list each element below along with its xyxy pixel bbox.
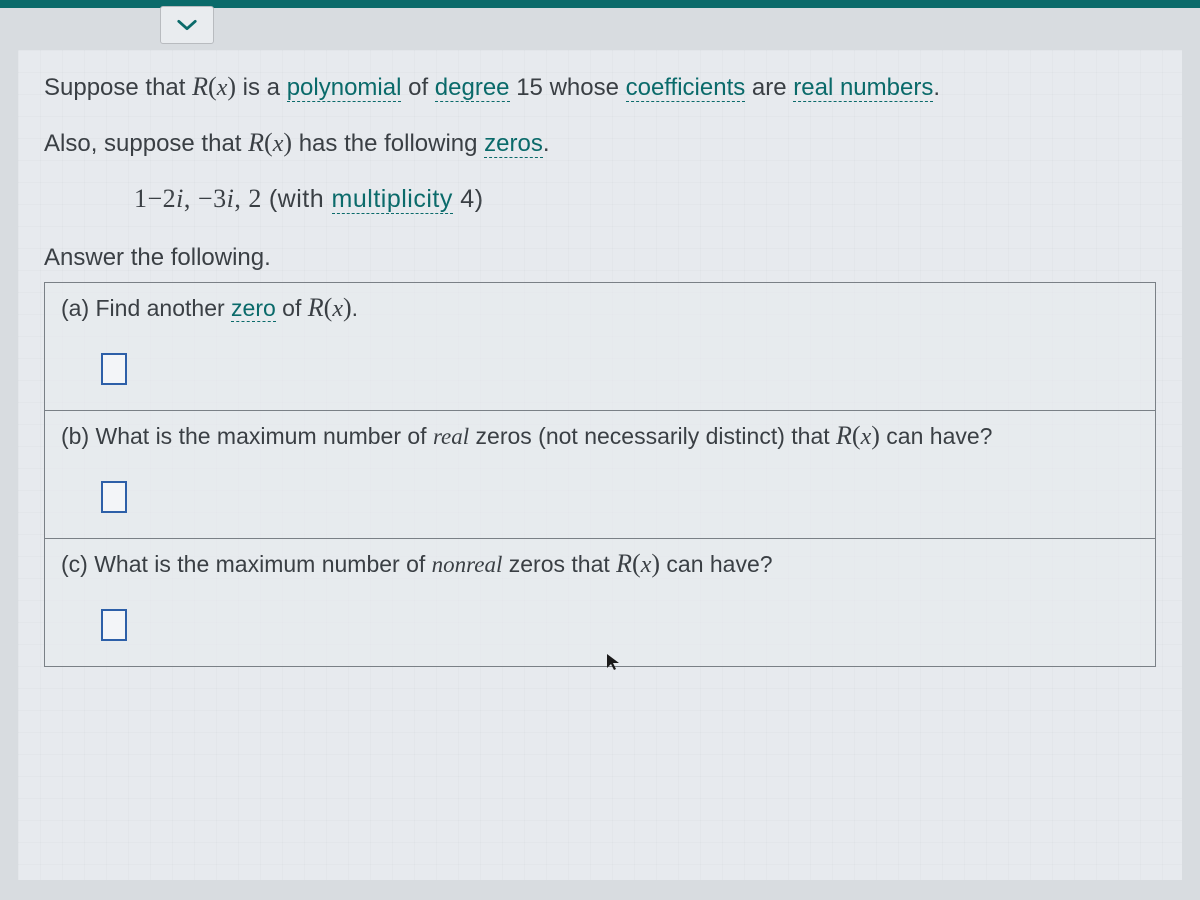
text: Also, suppose that	[44, 130, 248, 157]
variable: x	[861, 424, 872, 450]
answer-input-c[interactable]	[101, 609, 127, 641]
imaginary-unit: i	[176, 184, 184, 213]
text: Suppose that	[44, 74, 192, 101]
function-name: R	[616, 549, 632, 578]
question-c-text: (c) What is the maximum number of nonrea…	[61, 549, 1139, 579]
paren: (	[324, 293, 333, 322]
text: is a	[236, 74, 287, 101]
variable: x	[641, 552, 652, 578]
paren: )	[227, 72, 236, 101]
text: can have?	[660, 551, 773, 577]
zero-3: 2	[248, 184, 269, 213]
text: .	[933, 74, 940, 101]
text: of	[276, 295, 308, 321]
question-c: (c) What is the maximum number of nonrea…	[45, 539, 1155, 666]
italic-nonreal: nonreal	[432, 552, 503, 577]
function-name: R	[308, 293, 324, 322]
paren: (	[208, 72, 217, 101]
text: (b) What is the maximum number of	[61, 423, 433, 449]
qa-box: (a) Find another zero of R(x). (b) What …	[44, 282, 1156, 667]
answer-input-a[interactable]	[101, 353, 127, 385]
text: of	[401, 74, 434, 101]
text: zeros (not necessarily distinct) that	[469, 423, 836, 449]
text: 15 whose	[510, 74, 626, 101]
text: has the following	[292, 130, 484, 157]
answer-heading: Answer the following.	[44, 244, 1156, 272]
text: .	[352, 295, 358, 321]
question-panel: Suppose that R(x) is a polynomial of deg…	[18, 50, 1182, 880]
function-name: R	[248, 128, 264, 157]
intro-line-2: Also, suppose that R(x) has the followin…	[44, 128, 1156, 158]
link-zeros[interactable]: zeros	[484, 130, 543, 158]
variable: x	[273, 131, 284, 157]
question-a-text: (a) Find another zero of R(x).	[61, 293, 1139, 323]
italic-real: real	[433, 424, 469, 449]
zeros-list: 1−2i, −3i, 2 (with multiplicity 4)	[134, 184, 1156, 214]
intro-line-1: Suppose that R(x) is a polynomial of deg…	[44, 72, 1156, 102]
text: .	[543, 130, 550, 157]
text: (a) Find another	[61, 295, 231, 321]
question-a: (a) Find another zero of R(x).	[45, 283, 1155, 411]
variable: x	[217, 75, 228, 101]
text: can have?	[880, 423, 993, 449]
function-name: R	[836, 421, 852, 450]
link-real-numbers[interactable]: real numbers	[793, 74, 933, 102]
dropdown-tab[interactable]	[160, 6, 214, 44]
paren: )	[871, 421, 880, 450]
paren: )	[283, 128, 292, 157]
paren: (	[264, 128, 273, 157]
paren: (	[632, 549, 641, 578]
cursor-icon	[605, 652, 621, 672]
zero-2: −3	[198, 184, 227, 213]
answer-input-b[interactable]	[101, 481, 127, 513]
variable: x	[332, 296, 343, 322]
paren: )	[343, 293, 352, 322]
link-polynomial[interactable]: polynomial	[287, 74, 402, 102]
question-b: (b) What is the maximum number of real z…	[45, 411, 1155, 539]
paren: )	[651, 549, 660, 578]
question-b-text: (b) What is the maximum number of real z…	[61, 421, 1139, 451]
text: zeros that	[502, 551, 616, 577]
function-name: R	[192, 72, 208, 101]
chevron-down-icon	[176, 18, 198, 32]
link-degree[interactable]: degree	[435, 74, 510, 102]
text: are	[745, 74, 793, 101]
comma: ,	[234, 184, 248, 213]
link-coefficients[interactable]: coefficients	[626, 74, 746, 102]
link-multiplicity[interactable]: multiplicity	[332, 185, 453, 214]
text: (c) What is the maximum number of	[61, 551, 432, 577]
zero-1: 1−2	[134, 184, 176, 213]
link-zero[interactable]: zero	[231, 295, 276, 322]
comma: ,	[184, 184, 198, 213]
paren: (	[852, 421, 861, 450]
text: 4)	[453, 185, 484, 213]
text: (with	[269, 185, 332, 213]
